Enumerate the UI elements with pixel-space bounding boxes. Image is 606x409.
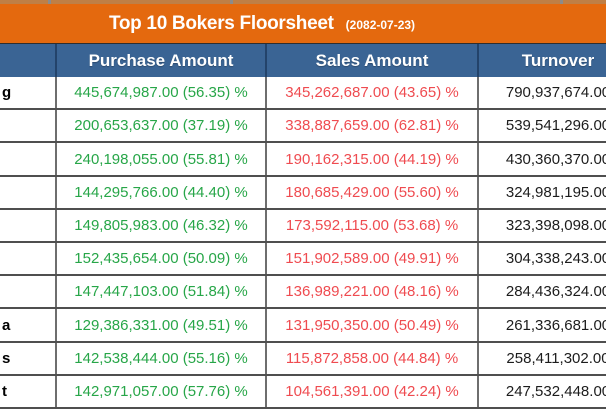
title-date: (2082-07-23) bbox=[345, 18, 416, 32]
broker-name-cell bbox=[0, 276, 57, 308]
table-row: t 142,971,057.00 (57.76) % 104,561,391.0… bbox=[0, 375, 606, 409]
column-tick bbox=[560, 0, 563, 4]
purchase-amount-cell: 142,971,057.00 (57.76) % bbox=[57, 375, 267, 408]
purchase-amount-cell: 149,805,983.00 (46.32) % bbox=[57, 209, 267, 242]
turnover-cell: 430,360,370.00 bbox=[505, 150, 606, 168]
table-row: 144,295,766.00 (44.40) % 180,685,429.00 … bbox=[0, 176, 606, 210]
floorsheet-table: Purchase Amount Sales Amount Turnover g … bbox=[0, 43, 606, 409]
broker-name-cell bbox=[0, 110, 57, 142]
turnover-cell: 258,411,302.00 bbox=[506, 349, 606, 367]
header-turnover: Turnover bbox=[521, 50, 595, 70]
table-body: g 445,674,987.00 (56.35) % 345,262,687.0… bbox=[0, 77, 606, 409]
table-row: 240,198,055.00 (55.81) % 190,162,315.00 … bbox=[0, 143, 606, 177]
sales-amount-cell: 345,262,687.00 (43.65) % bbox=[267, 77, 479, 109]
broker-name-cell: a bbox=[0, 309, 57, 341]
purchase-amount-cell: 144,295,766.00 (44.40) % bbox=[57, 176, 267, 208]
turnover-cell: 790,937,674.00 bbox=[505, 84, 606, 102]
table-row: a 129,386,331.00 (49.51) % 131,950,350.0… bbox=[0, 309, 606, 343]
sales-amount-cell: 131,950,350.00 (50.49) % bbox=[267, 309, 479, 341]
sales-amount-cell: 180,685,429.00 (55.60) % bbox=[267, 176, 479, 208]
sales-amount-cell: 190,162,315.00 (44.19) % bbox=[267, 143, 479, 175]
table-row: 149,805,983.00 (46.32) % 173,592,115.00 … bbox=[0, 209, 606, 244]
column-tick bbox=[48, 0, 51, 4]
purchase-amount-cell: 129,386,331.00 (49.51) % bbox=[57, 309, 267, 341]
header-broker bbox=[0, 44, 57, 77]
turnover-cell: 284,436,324.00 bbox=[505, 283, 606, 301]
turnover-cell: 247,532,448.00 bbox=[505, 382, 606, 400]
turnover-cell: 323,398,098.00 bbox=[505, 216, 606, 234]
sales-amount-cell: 115,872,858.00 (44.84) % bbox=[267, 342, 479, 374]
sales-amount-cell: 104,561,391.00 (42.24) % bbox=[267, 375, 479, 408]
turnover-cell: 261,336,681.00 bbox=[505, 316, 606, 334]
turnover-cell: 304,338,243.00 bbox=[505, 250, 606, 268]
table-row: 200,653,637.00 (37.19) % 338,887,659.00 … bbox=[0, 110, 606, 144]
table-row: g 445,674,987.00 (56.35) % 345,262,687.0… bbox=[0, 77, 606, 111]
purchase-amount-cell: 152,435,654.00 (50.09) % bbox=[57, 243, 267, 275]
table-row: s 142,538,444.00 (55.16) % 115,872,858.0… bbox=[0, 342, 606, 376]
broker-name-cell bbox=[0, 176, 57, 208]
table-row: 147,447,103.00 (51.84) % 136,989,221.00 … bbox=[0, 276, 606, 310]
broker-name-cell: s bbox=[0, 342, 57, 374]
sales-amount-cell: 136,989,221.00 (48.16) % bbox=[267, 276, 479, 308]
purchase-amount-cell: 200,653,637.00 (37.19) % bbox=[57, 110, 267, 142]
broker-name-cell: g bbox=[0, 77, 57, 109]
turnover-cell: 539,541,296.00 bbox=[505, 117, 606, 135]
sales-amount-cell: 151,902,589.00 (49.91) % bbox=[267, 243, 479, 275]
header-purchase-amount: Purchase Amount bbox=[57, 44, 267, 77]
sales-amount-cell: 338,887,659.00 (62.81) % bbox=[267, 110, 479, 142]
purchase-amount-cell: 142,538,444.00 (55.16) % bbox=[57, 342, 267, 374]
purchase-amount-cell: 147,447,103.00 (51.84) % bbox=[57, 276, 267, 308]
clipped-top-strip bbox=[0, 0, 606, 4]
title-bar: Top 10 Bokers Floorsheet (2082-07-23) bbox=[0, 4, 606, 43]
purchase-amount-cell: 445,674,987.00 (56.35) % bbox=[57, 77, 267, 109]
purchase-amount-cell: 240,198,055.00 (55.81) % bbox=[57, 143, 267, 175]
broker-name-cell bbox=[0, 243, 57, 275]
broker-name-cell bbox=[0, 143, 57, 175]
broker-name-cell: t bbox=[0, 375, 57, 408]
header-sales-amount: Sales Amount bbox=[267, 44, 479, 77]
column-tick bbox=[230, 0, 233, 4]
turnover-cell: 324,981,195.00 bbox=[505, 183, 606, 201]
table-row: 152,435,654.00 (50.09) % 151,902,589.00 … bbox=[0, 243, 606, 277]
sales-amount-cell: 173,592,115.00 (53.68) % bbox=[267, 209, 479, 242]
broker-name-cell bbox=[0, 209, 57, 242]
page-title: Top 10 Bokers Floorsheet bbox=[108, 13, 334, 34]
table-header-row: Purchase Amount Sales Amount Turnover bbox=[0, 43, 606, 77]
